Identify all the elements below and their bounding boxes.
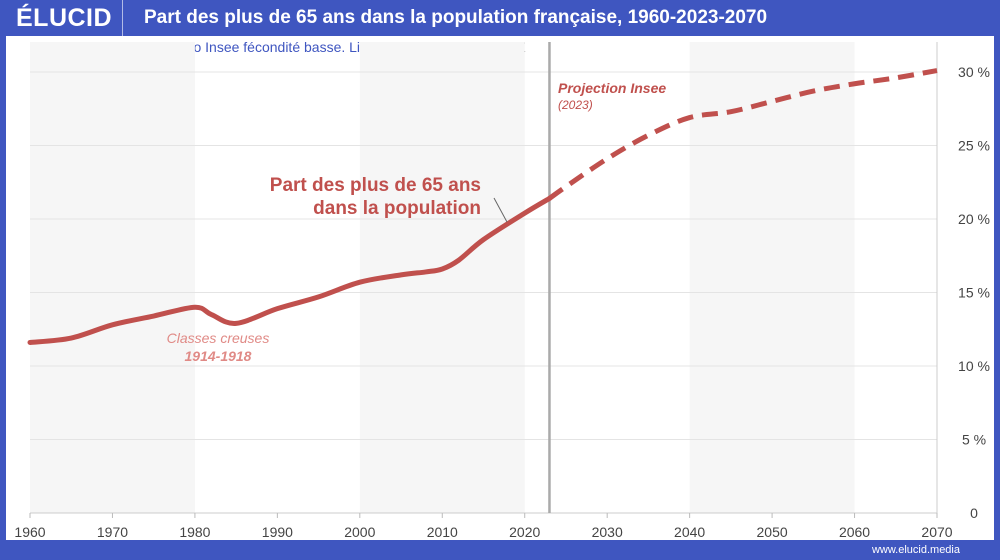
x-tick-label: 2020 <box>509 524 540 540</box>
background-band <box>30 42 195 513</box>
projection-label: Projection Insee <box>558 80 666 96</box>
y-tick-label: 10 % <box>958 358 990 374</box>
y-tick-label: 5 % <box>962 432 986 448</box>
header-divider <box>122 0 123 36</box>
series-label-leader <box>493 197 508 223</box>
x-tick-label: 1970 <box>97 524 128 540</box>
y-tick-label: 30 % <box>958 64 990 80</box>
x-tick-label: 2040 <box>674 524 705 540</box>
dip-years-label: 1914-1918 <box>185 348 252 364</box>
x-tick-label: 2010 <box>427 524 458 540</box>
y-tick-label: 0 <box>970 505 978 521</box>
y-tick-label: 25 % <box>958 138 990 154</box>
projection-year-label: (2023) <box>558 98 593 112</box>
x-tick-label: 2070 <box>921 524 952 540</box>
elucid-logo: ÉLUCID <box>16 4 113 32</box>
website-url: www.elucid.media <box>871 544 960 556</box>
x-tick-label: 1990 <box>262 524 293 540</box>
series-label-line2: dans la population <box>313 198 481 219</box>
dip-label: Classes creuses <box>167 330 270 346</box>
series-label-line1: Part des plus de 65 ans <box>270 175 481 196</box>
background-band <box>689 42 855 513</box>
scenario-text: Scénario Insee fécondité basse. Lissé <box>146 39 382 55</box>
historical-series-line <box>27 195 552 345</box>
y-tick-label: 15 % <box>958 285 990 301</box>
header-bar: ÉLUCID Part des plus de 65 ans dans la p… <box>0 0 1000 36</box>
x-tick-label: 2000 <box>344 524 375 540</box>
x-tick-label: 2050 <box>757 524 788 540</box>
x-tick-label: 1980 <box>179 524 210 540</box>
y-tick-label: 20 % <box>958 211 990 227</box>
x-tick-label: 2030 <box>592 524 623 540</box>
x-tick-label: 2060 <box>839 524 870 540</box>
chart-title: Part des plus de 65 ans dans la populati… <box>144 7 768 28</box>
projection-series-line <box>548 68 938 201</box>
x-tick-label: 1960 <box>14 524 45 540</box>
